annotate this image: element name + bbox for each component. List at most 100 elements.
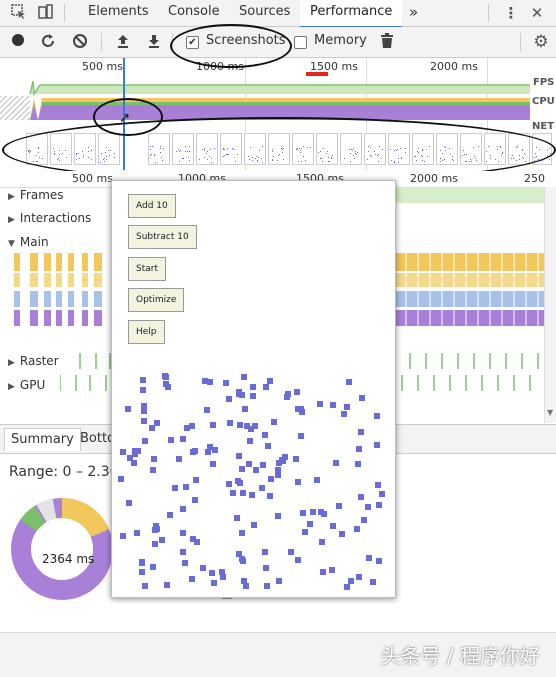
more-options-icon[interactable]: ⋮: [503, 4, 519, 22]
moving-square: [370, 579, 376, 585]
ruler-tick: 500 ms: [72, 172, 113, 185]
moving-square: [180, 549, 186, 555]
moving-square: [243, 583, 249, 589]
tab-bottom-up[interactable]: Botto: [80, 431, 116, 446]
track-raster[interactable]: ▶ Raster: [8, 354, 59, 368]
add-10-button[interactable]: Add 10: [128, 194, 176, 218]
moving-square: [248, 426, 254, 432]
inspect-element-icon[interactable]: [10, 4, 28, 22]
device-toolbar-icon[interactable]: [36, 4, 54, 22]
moving-square: [220, 574, 226, 580]
devtools-tab-bar: Elements Console Sources Performance » ⋮…: [0, 0, 556, 28]
moving-square: [293, 456, 299, 462]
memory-checkbox[interactable]: [294, 36, 307, 49]
moving-square: [276, 578, 282, 584]
moving-square: [176, 456, 182, 462]
help-button[interactable]: Help: [128, 320, 165, 344]
tab-sources[interactable]: Sources: [239, 4, 291, 19]
track-main[interactable]: ▼ Main: [8, 235, 49, 249]
moving-square: [150, 467, 156, 473]
moving-square: [279, 457, 285, 463]
moving-square: [132, 448, 138, 454]
moving-square: [223, 380, 229, 386]
tab-overflow[interactable]: »: [409, 3, 419, 21]
moving-square: [209, 570, 215, 576]
track-gpu[interactable]: ▶ GPU: [8, 378, 45, 392]
moving-square: [361, 517, 367, 523]
moving-square: [172, 485, 178, 491]
track-label: Frames: [19, 188, 64, 202]
moving-square: [242, 406, 248, 412]
moving-square: [180, 530, 186, 536]
moving-square: [127, 455, 133, 461]
expand-arrow-icon: ▶: [8, 382, 15, 392]
moving-square: [262, 549, 268, 555]
moving-square: [358, 429, 364, 435]
thumbnail-dot: [549, 159, 550, 160]
download-profile-icon[interactable]: [145, 33, 163, 51]
subtract-10-button[interactable]: Subtract 10: [128, 225, 197, 249]
tab-console[interactable]: Console: [168, 4, 220, 19]
moving-square: [234, 515, 240, 521]
moving-square: [159, 537, 165, 543]
moving-square: [163, 374, 169, 380]
moving-square: [165, 384, 171, 390]
tab-performance[interactable]: Performance: [300, 0, 403, 28]
moving-square: [239, 530, 245, 536]
collapse-arrow-icon: ▼: [8, 239, 15, 249]
moving-square: [275, 513, 281, 519]
moving-square: [265, 443, 271, 449]
moving-square: [239, 556, 245, 562]
track-label: Interactions: [19, 211, 92, 225]
moving-square: [359, 395, 365, 401]
tab-summary[interactable]: Summary: [4, 428, 81, 451]
overview-tick: 2000 ms: [430, 60, 478, 73]
trash-icon[interactable]: [378, 33, 396, 51]
optimize-button[interactable]: Optimize: [128, 288, 185, 312]
moving-square: [365, 504, 371, 510]
moving-square: [320, 569, 326, 575]
memory-label: Memory: [314, 33, 367, 48]
moving-square: [374, 413, 380, 419]
raster-gpu-marks: [60, 353, 539, 391]
moving-square: [379, 491, 385, 497]
moving-square: [134, 530, 140, 536]
moving-square: [241, 578, 247, 584]
ruler-tick: 250: [524, 172, 545, 185]
vertical-scrollbar[interactable]: [544, 187, 556, 423]
moving-square: [192, 497, 198, 503]
record-icon[interactable]: [9, 33, 27, 51]
moving-square: [189, 423, 195, 429]
watermark-text: 头条号 / 程序你好: [380, 644, 540, 668]
close-icon[interactable]: ✕: [530, 4, 544, 22]
range-text: Range: 0 – 2.36: [9, 464, 119, 480]
reload-icon[interactable]: [39, 33, 57, 51]
moving-square: [139, 560, 145, 566]
moving-square: [241, 374, 247, 380]
ruler-tick: 2000 ms: [410, 172, 458, 185]
start-button[interactable]: Start: [128, 257, 166, 281]
moving-square: [132, 451, 138, 457]
clear-icon[interactable]: [71, 33, 89, 51]
divider: [520, 33, 521, 51]
scroll-down-arrow-icon[interactable]: ▼: [547, 408, 554, 417]
moving-square: [192, 448, 198, 454]
moving-square: [210, 422, 216, 428]
track-label: Main: [19, 235, 49, 249]
settings-gear-icon[interactable]: ⚙: [533, 32, 549, 52]
moving-square: [126, 500, 132, 506]
moving-square: [298, 433, 304, 439]
fps-label: FPS: [533, 77, 555, 88]
tab-elements[interactable]: Elements: [88, 4, 149, 19]
moving-square: [317, 401, 323, 407]
moving-square: [247, 438, 253, 444]
moving-square: [275, 472, 281, 478]
moving-square: [259, 485, 265, 491]
moving-square: [151, 456, 157, 462]
moving-square: [375, 482, 381, 488]
moving-square: [267, 493, 273, 499]
moving-square: [249, 492, 255, 498]
upload-profile-icon[interactable]: [114, 33, 132, 51]
track-frames[interactable]: ▶ Frames: [8, 188, 64, 202]
track-interactions[interactable]: ▶ Interactions: [8, 211, 91, 225]
